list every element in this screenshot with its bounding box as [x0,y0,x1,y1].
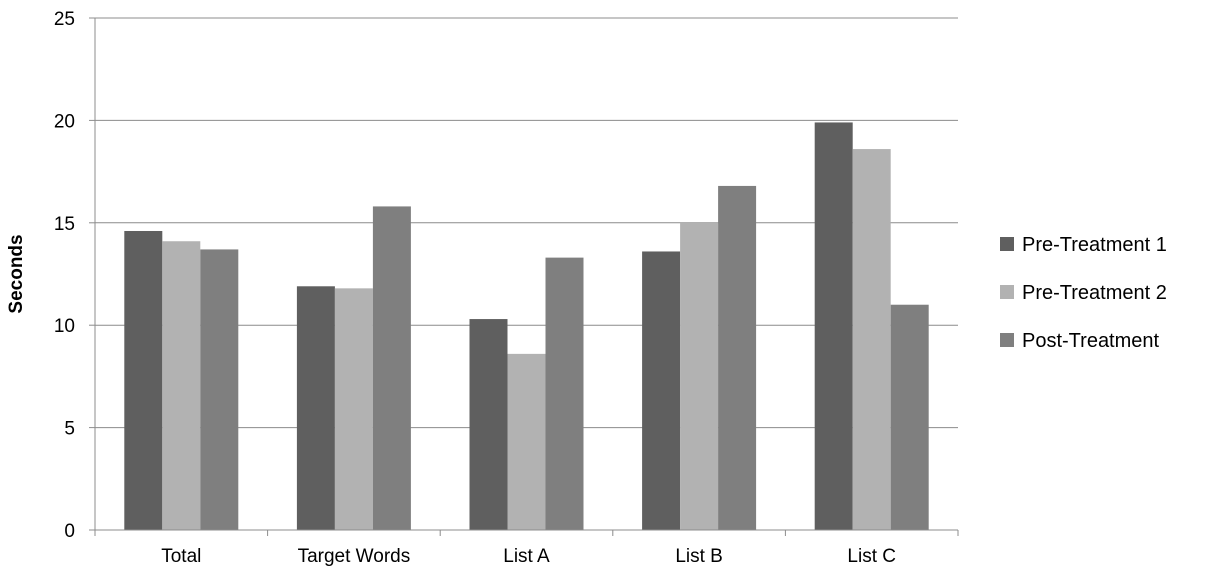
legend-swatch [1000,333,1014,347]
bar [852,149,891,530]
bar [334,288,373,530]
bar [296,286,335,530]
legend: Pre-Treatment 1 Pre-Treatment 2 Post-Treat… [1000,234,1167,352]
legend-swatch [1000,285,1014,299]
bar [507,353,546,530]
x-tick-label: Target Words [298,546,411,567]
x-tick-label: List B [675,546,723,567]
y-tick-label: 5 [64,419,75,440]
bar [680,222,719,531]
tick-labels: 0 5 10 15 20 25 Total Target Words List A List B L… [54,9,896,567]
x-tick-label: Total [161,546,201,567]
x-tick-label: List A [503,546,550,567]
bar [469,319,508,530]
bar [545,257,584,530]
bar [642,251,681,531]
legend-label: Pre-Treatment 2 [1022,282,1167,304]
y-tick-label: 0 [64,521,75,542]
y-tick-label: 15 [54,214,75,235]
bar [718,185,757,530]
bar [814,122,853,530]
gridlines [95,17,958,429]
bar [124,230,163,530]
x-tick-label: List C [847,546,896,567]
legend-label: Post-Treatment [1022,330,1160,352]
bars [124,122,929,531]
legend-swatch [1000,237,1014,251]
y-tick-label: 25 [54,9,75,30]
y-tick-label: 10 [54,316,75,337]
y-axis-title: Seconds [6,234,27,313]
y-tick-label: 20 [54,111,75,132]
legend-label: Pre-Treatment 1 [1022,234,1167,256]
bar [162,241,201,530]
axes [89,17,959,536]
bar [890,304,929,530]
bar [372,206,411,530]
bar [200,249,239,530]
